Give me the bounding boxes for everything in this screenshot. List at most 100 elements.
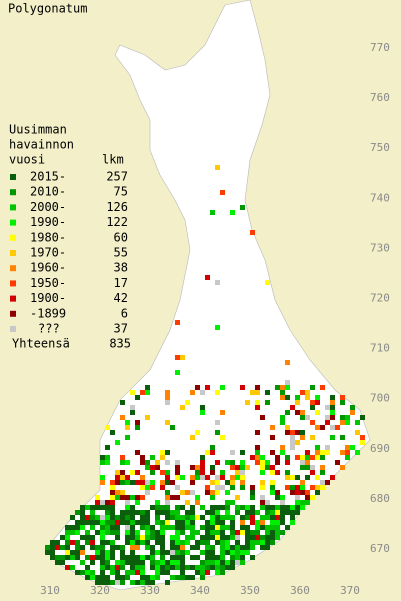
observation-square xyxy=(195,530,200,535)
observation-square xyxy=(170,480,175,485)
observation-square xyxy=(275,455,280,460)
observation-square xyxy=(270,520,275,525)
observation-square xyxy=(265,535,270,540)
observation-square xyxy=(300,435,305,440)
observation-square xyxy=(210,535,215,540)
observation-square xyxy=(85,515,90,520)
observation-square xyxy=(130,565,135,570)
observation-square xyxy=(290,430,295,435)
observation-square xyxy=(230,535,235,540)
observation-square xyxy=(120,490,125,495)
observation-square xyxy=(185,400,190,405)
observation-square xyxy=(230,480,235,485)
observation-square xyxy=(240,525,245,530)
observation-square xyxy=(280,505,285,510)
y-tick-label: 730 xyxy=(370,241,390,254)
observation-square xyxy=(205,450,210,455)
observation-square xyxy=(255,540,260,545)
observation-square xyxy=(215,510,220,515)
observation-square xyxy=(300,485,305,490)
observation-square xyxy=(305,490,310,495)
observation-square xyxy=(100,475,105,480)
observation-square xyxy=(275,535,280,540)
observation-square xyxy=(150,555,155,560)
observation-square xyxy=(250,485,255,490)
observation-square xyxy=(245,525,250,530)
legend-count-heading: lkm xyxy=(102,153,124,167)
observation-square xyxy=(250,555,255,560)
observation-square xyxy=(160,505,165,510)
observation-square xyxy=(135,500,140,505)
observation-square xyxy=(285,395,290,400)
observation-square xyxy=(195,500,200,505)
observation-square xyxy=(320,385,325,390)
observation-square xyxy=(300,410,305,415)
observation-square xyxy=(220,555,225,560)
observation-square xyxy=(315,410,320,415)
observation-square xyxy=(285,430,290,435)
observation-square xyxy=(130,515,135,520)
observation-square xyxy=(115,440,120,445)
observation-square xyxy=(125,505,130,510)
observation-square xyxy=(220,475,225,480)
observation-square xyxy=(260,515,265,520)
observation-square xyxy=(135,450,140,455)
observation-square xyxy=(155,510,160,515)
observation-square xyxy=(65,550,70,555)
observation-square xyxy=(315,490,320,495)
observation-square xyxy=(230,530,235,535)
observation-square xyxy=(255,445,260,450)
observation-square xyxy=(180,525,185,530)
observation-square xyxy=(265,280,270,285)
observation-square xyxy=(285,410,290,415)
observation-square xyxy=(320,485,325,490)
observation-square xyxy=(75,525,80,530)
observation-square xyxy=(210,445,215,450)
observation-square xyxy=(275,525,280,530)
observation-square xyxy=(260,415,265,420)
observation-square xyxy=(115,525,120,530)
legend-swatch xyxy=(10,234,16,241)
observation-square xyxy=(340,400,345,405)
observation-square xyxy=(240,560,245,565)
observation-square xyxy=(255,400,260,405)
observation-square xyxy=(210,515,215,520)
observation-square xyxy=(70,565,75,570)
observation-square xyxy=(210,210,215,215)
observation-square xyxy=(215,520,220,525)
observation-square xyxy=(215,460,220,465)
observation-square xyxy=(105,455,110,460)
observation-square xyxy=(190,435,195,440)
observation-square xyxy=(90,540,95,545)
observation-square xyxy=(245,530,250,535)
observation-square xyxy=(140,535,145,540)
observation-square xyxy=(85,520,90,525)
observation-square xyxy=(195,495,200,500)
observation-square xyxy=(220,565,225,570)
observation-square xyxy=(150,565,155,570)
observation-square xyxy=(85,505,90,510)
observation-square xyxy=(75,530,80,535)
observation-square xyxy=(260,465,265,470)
observation-square xyxy=(135,520,140,525)
observation-square xyxy=(215,490,220,495)
observation-square xyxy=(145,535,150,540)
observation-square xyxy=(215,480,220,485)
observation-square xyxy=(130,480,135,485)
observation-square xyxy=(150,470,155,475)
observation-square xyxy=(225,490,230,495)
observation-square xyxy=(125,535,130,540)
observation-square xyxy=(135,545,140,550)
observation-square xyxy=(65,565,70,570)
observation-square xyxy=(215,535,220,540)
observation-square xyxy=(180,540,185,545)
observation-square xyxy=(295,505,300,510)
legend-count: 75 xyxy=(114,185,128,199)
observation-square xyxy=(115,520,120,525)
x-tick-label: 370 xyxy=(340,584,360,597)
observation-square xyxy=(155,515,160,520)
observation-square xyxy=(185,500,190,505)
observation-square xyxy=(215,505,220,510)
observation-square xyxy=(125,525,130,530)
observation-square xyxy=(240,470,245,475)
